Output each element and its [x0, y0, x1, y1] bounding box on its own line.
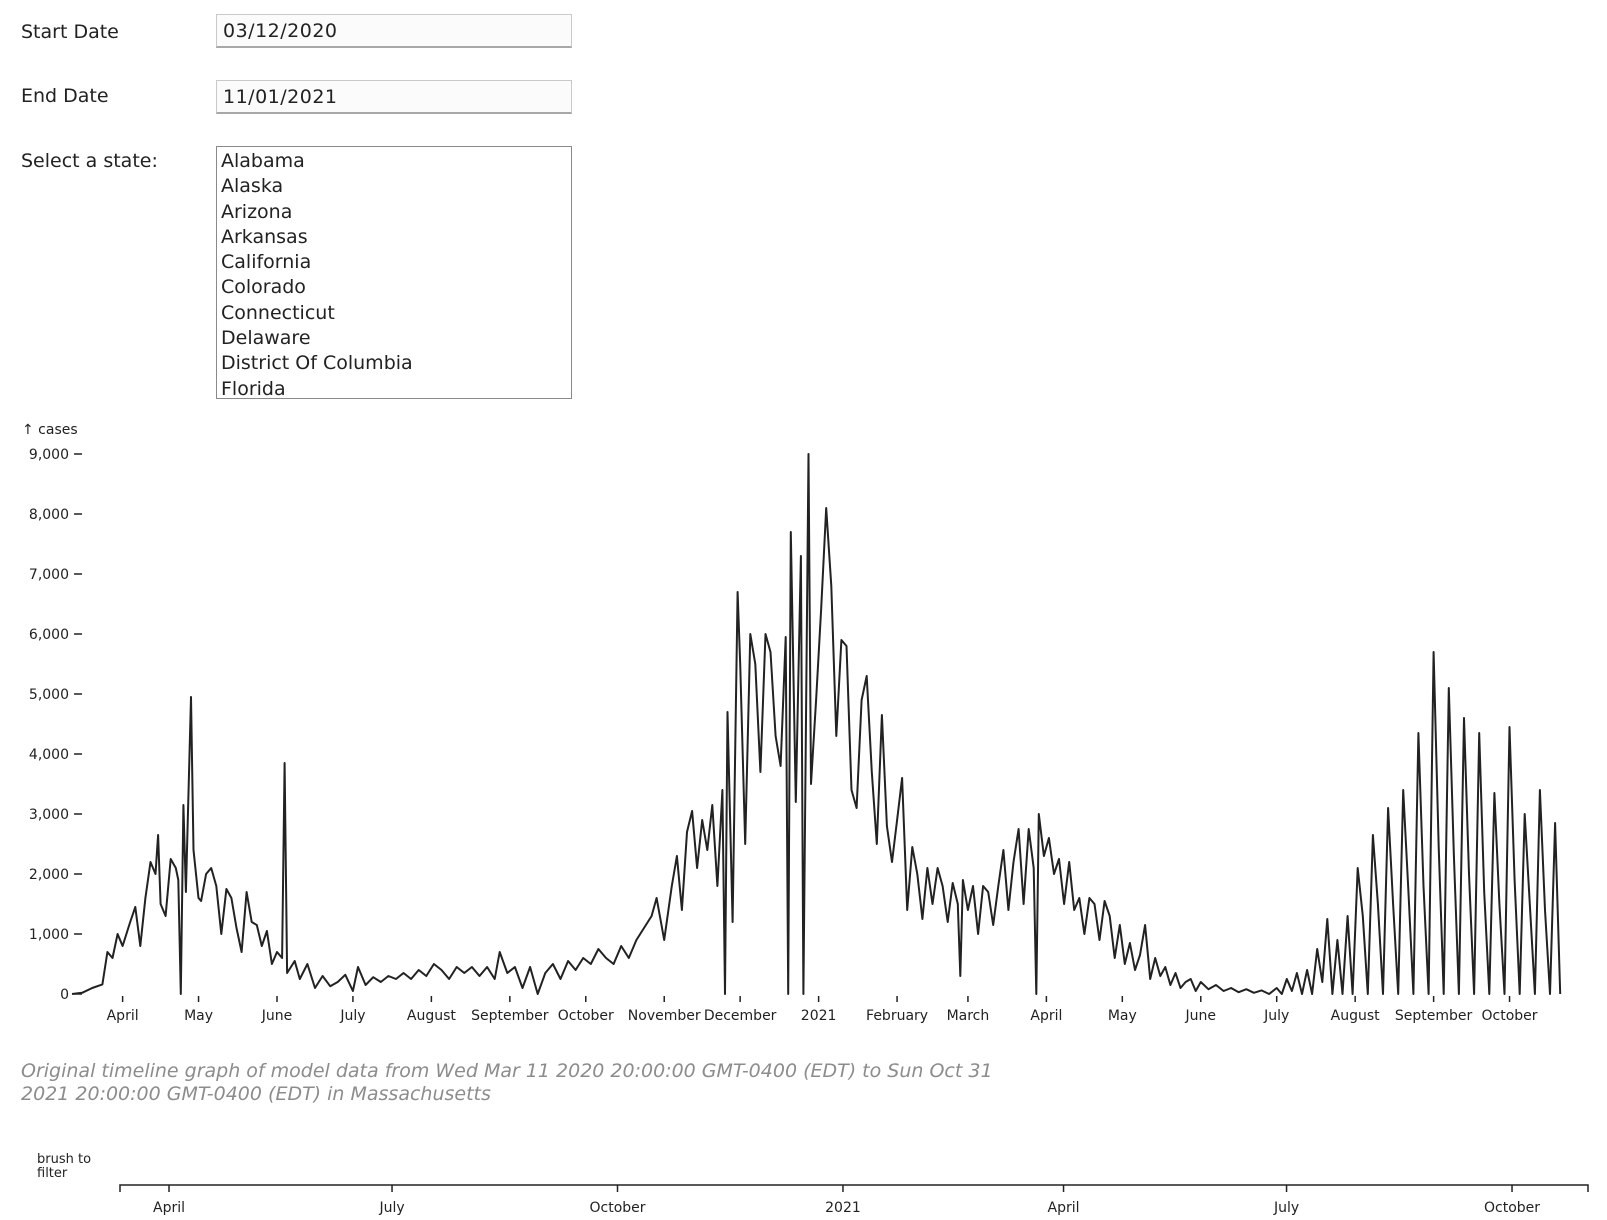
x-tick-label: September	[471, 1008, 549, 1024]
x-tick-label: August	[1331, 1008, 1381, 1024]
x-tick-label: 2021	[801, 1008, 837, 1024]
y-tick-label: 8,000	[29, 507, 69, 523]
brush-tick-label: October	[1484, 1200, 1540, 1216]
brush-timeline[interactable]: brush to filter April July October 2021 Apri…	[0, 1140, 1607, 1220]
brush-tick-label: July	[378, 1200, 404, 1216]
brush-axis: April July October 2021 April July October	[119, 1184, 1589, 1216]
brush-tick-label: April	[153, 1200, 185, 1216]
state-option[interactable]: Alabama	[221, 150, 305, 172]
state-option[interactable]: Alaska	[221, 175, 284, 198]
state-option[interactable]: California	[221, 251, 312, 274]
end-date-label: End Date	[21, 85, 109, 107]
state-select-label: Select a state:	[21, 150, 158, 172]
x-tick-label: August	[407, 1008, 457, 1024]
x-tick-label: June	[1185, 1008, 1217, 1024]
state-option[interactable]: Delaware	[221, 327, 311, 350]
x-tick-label: April	[107, 1008, 139, 1024]
end-date-input[interactable]	[216, 80, 572, 114]
y-tick-label: 0	[60, 987, 69, 1003]
y-tick-label: 3,000	[29, 807, 69, 823]
y-tick-label: 2,000	[29, 867, 69, 883]
brush-tick-label: 2021	[825, 1200, 861, 1216]
brush-tick-label: April	[1048, 1200, 1080, 1216]
state-option[interactable]: Colorado	[221, 276, 306, 299]
chart-caption: Original timeline graph of model data fr…	[21, 1060, 993, 1105]
state-option[interactable]: Connecticut	[221, 301, 335, 324]
x-tick-label: November	[628, 1008, 701, 1024]
x-tick-label: October	[1482, 1008, 1538, 1024]
state-option[interactable]: District Of Columbia	[221, 352, 413, 375]
x-tick-label: March	[947, 1008, 990, 1024]
y-tick-label: 6,000	[29, 627, 69, 643]
x-tick-label: December	[704, 1008, 777, 1024]
start-date-input[interactable]	[216, 14, 572, 48]
x-tick-label: July	[1263, 1008, 1289, 1024]
brush-label-line1: brush to	[37, 1152, 91, 1167]
x-axis: April May June July August September October No…	[107, 996, 1538, 1024]
brush-axis-domain	[119, 1184, 1589, 1192]
brush-tick-label: October	[589, 1200, 645, 1216]
x-tick-label: June	[261, 1008, 293, 1024]
x-tick-label: May	[1108, 1008, 1137, 1024]
x-tick-label: September	[1395, 1008, 1473, 1024]
brush-tick-label: July	[1273, 1200, 1299, 1216]
x-tick-label: May	[184, 1008, 213, 1024]
state-option[interactable]: Florida	[221, 377, 286, 399]
y-axis: ↑ cases 0 1,000 2,000 3,000 4,000 5,000 6,000 7,…	[22, 422, 82, 1003]
y-tick-label: 4,000	[29, 747, 69, 763]
brush-label-line2: filter	[37, 1166, 68, 1181]
x-tick-label: April	[1030, 1008, 1062, 1024]
start-date-label: Start Date	[21, 21, 119, 43]
state-option[interactable]: Arkansas	[221, 225, 308, 248]
x-tick-label: July	[339, 1008, 365, 1024]
y-tick-label: 9,000	[29, 447, 69, 463]
state-select-list[interactable]: Alabama Alaska Arizona Arkansas Californ…	[216, 146, 572, 399]
x-tick-label: October	[558, 1008, 614, 1024]
y-tick-label: 1,000	[29, 927, 69, 943]
cases-series-line	[71, 453, 1562, 995]
y-tick-label: 7,000	[29, 567, 69, 583]
timeline-chart: ↑ cases 0 1,000 2,000 3,000 4,000 5,000 6,000 7,…	[22, 422, 1562, 1024]
state-option[interactable]: Arizona	[221, 200, 293, 223]
x-tick-label: February	[866, 1008, 928, 1024]
y-axis-label: ↑ cases	[22, 422, 78, 438]
y-tick-label: 5,000	[29, 687, 69, 703]
